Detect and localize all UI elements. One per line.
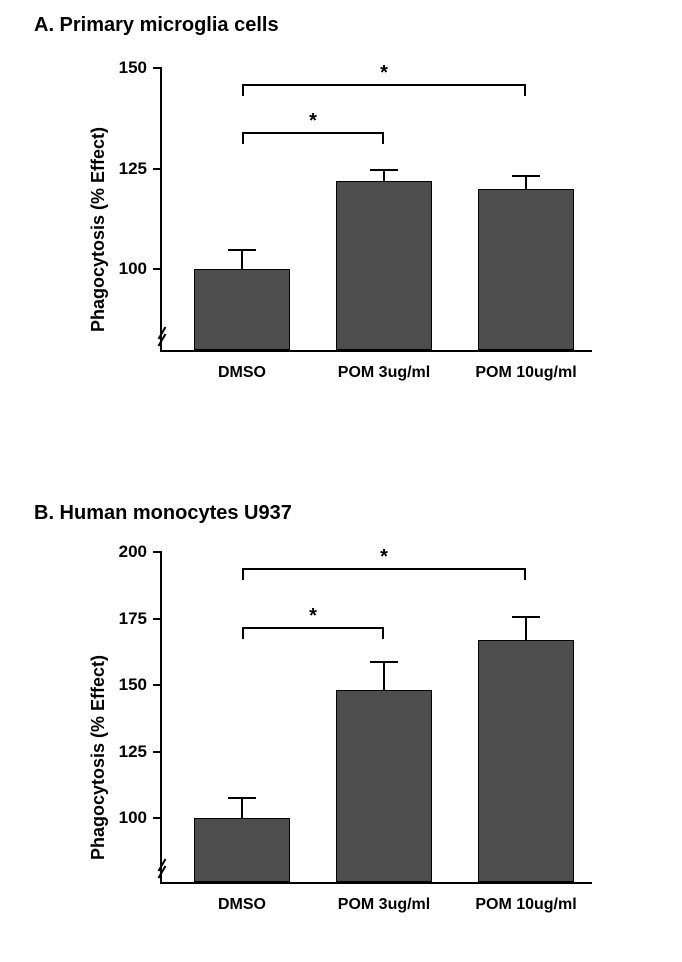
- panel-a-ytick: [153, 168, 162, 170]
- panel-a-significance-bracket: *: [242, 132, 384, 144]
- panel-a-ytick-label: 150: [119, 58, 147, 78]
- panel-a-bar: [194, 269, 290, 350]
- panel-a-ytick-label: 100: [119, 259, 147, 279]
- panel-a-category-label: DMSO: [218, 364, 266, 382]
- panel-b-ytick: [153, 684, 162, 686]
- panel-a-ylabel: Phagocytosis (% Effect): [88, 127, 109, 332]
- panel-a-significance-bracket: *: [242, 84, 526, 96]
- panel-b-ytick-label: 150: [119, 675, 147, 695]
- panel-b-significance-star: *: [380, 546, 388, 569]
- panel-a-significance-star: *: [380, 62, 388, 85]
- panel-b-significance-bracket: *: [242, 627, 384, 639]
- panel-a-title: A. Primary microglia cells: [34, 14, 279, 37]
- panel-b-plot-area: 100125150175200DMSOPOM 3ug/mlPOM 10ug/ml…: [160, 552, 592, 884]
- panel-b-ylabel: Phagocytosis (% Effect): [88, 655, 109, 860]
- panel-b-category-label: POM 10ug/ml: [475, 896, 576, 914]
- panel-b-ytick-label: 175: [119, 609, 147, 629]
- panel-a-bar: [478, 189, 574, 350]
- panel-a-ytick: [153, 268, 162, 270]
- panel-a-significance-star: *: [309, 110, 317, 133]
- panel-b-ytick-label: 125: [119, 742, 147, 762]
- panel-a-ytick-label: 125: [119, 159, 147, 179]
- panel-b-category-label: POM 3ug/ml: [338, 896, 430, 914]
- panel-b-significance-bracket: *: [242, 568, 526, 580]
- panel-b-significance-star: *: [309, 605, 317, 628]
- panel-b-ytick: [153, 817, 162, 819]
- figure-page: A. Primary microglia cells Phagocytosis …: [0, 0, 682, 962]
- panel-a-axis-break: [155, 332, 169, 348]
- panel-b-axis-break: [155, 864, 169, 880]
- panel-a-ytick: [153, 67, 162, 69]
- panel-b-ytick-label: 200: [119, 542, 147, 562]
- panel-a-bar: [336, 181, 432, 350]
- panel-a-category-label: POM 10ug/ml: [475, 364, 576, 382]
- panel-b-ytick: [153, 551, 162, 553]
- panel-b-category-label: DMSO: [218, 896, 266, 914]
- panel-b-title: B. Human monocytes U937: [34, 502, 292, 525]
- panel-b-ytick: [153, 618, 162, 620]
- panel-b-bar: [336, 690, 432, 882]
- panel-a-category-label: POM 3ug/ml: [338, 364, 430, 382]
- panel-a-plot-area: 100125150DMSOPOM 3ug/mlPOM 10ug/ml**: [160, 68, 592, 352]
- panel-b-ytick: [153, 751, 162, 753]
- panel-b-bar: [194, 818, 290, 882]
- panel-b-ytick-label: 100: [119, 808, 147, 828]
- panel-b-bar: [478, 640, 574, 882]
